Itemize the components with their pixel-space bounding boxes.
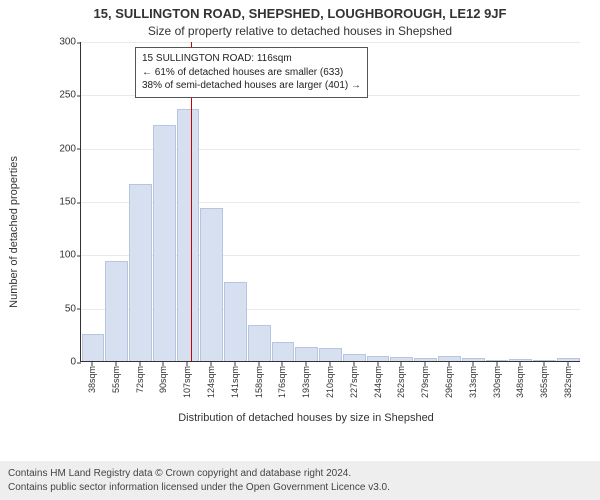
x-tick: 124sqm <box>206 366 216 398</box>
x-tick: 176sqm <box>277 366 287 398</box>
x-tick: 72sqm <box>135 366 145 393</box>
y-tick: 200 <box>46 143 76 154</box>
x-tick: 141sqm <box>230 366 240 398</box>
x-axis: 38sqm 55sqm 72sqm 90sqm 107sqm 124sqm 141sqm 15… <box>80 362 580 408</box>
histogram-bar <box>343 354 366 361</box>
x-tick: 330sqm <box>492 366 502 398</box>
x-tick: 279sqm <box>420 366 430 398</box>
histogram-bar <box>509 359 532 361</box>
histogram-bar <box>414 358 437 361</box>
x-tick: 262sqm <box>396 366 406 398</box>
x-tick: 227sqm <box>349 366 359 398</box>
histogram-bar <box>295 347 318 361</box>
annotation-line: ← 61% of detached houses are smaller (63… <box>142 66 361 80</box>
x-tick: 90sqm <box>158 366 168 393</box>
x-tick: 382sqm <box>563 366 573 398</box>
x-tick: 158sqm <box>254 366 264 398</box>
plot-area: 15 SULLINGTON ROAD: 116sqm← 61% of detac… <box>80 42 580 362</box>
histogram-bar <box>153 125 176 361</box>
histogram-bar <box>557 358 580 361</box>
histogram-bar <box>248 325 271 361</box>
footer-line-1: Contains HM Land Registry data © Crown c… <box>8 467 592 481</box>
page-title: 15, SULLINGTON ROAD, SHEPSHED, LOUGHBORO… <box>0 0 600 21</box>
x-tick: 38sqm <box>87 366 97 393</box>
x-tick: 348sqm <box>515 366 525 398</box>
histogram-bar <box>105 261 128 361</box>
histogram-bar <box>438 356 461 361</box>
histogram-bar <box>486 360 509 361</box>
footer: Contains HM Land Registry data © Crown c… <box>0 461 600 500</box>
histogram-bar <box>319 348 342 361</box>
histogram-bar <box>462 358 485 361</box>
x-tick: 107sqm <box>182 366 192 398</box>
footer-line-2: Contains public sector information licen… <box>8 481 592 495</box>
x-tick: 210sqm <box>325 366 335 398</box>
x-axis-label: Distribution of detached houses by size … <box>178 412 434 424</box>
y-tick: 300 <box>46 37 76 48</box>
y-tick: 250 <box>46 90 76 101</box>
histogram-bar <box>129 184 152 361</box>
histogram-bar <box>272 342 295 361</box>
histogram-bar <box>390 357 413 361</box>
x-tick: 296sqm <box>444 366 454 398</box>
x-tick: 313sqm <box>468 366 478 398</box>
histogram-bar <box>533 360 556 361</box>
histogram-bar <box>224 282 247 361</box>
y-tick: 100 <box>46 250 76 261</box>
histogram-bar <box>200 208 223 361</box>
histogram-bar <box>82 334 105 361</box>
y-tick: 50 <box>46 303 76 314</box>
x-tick: 55sqm <box>111 366 121 393</box>
histogram-chart: Number of detached properties 0501001502… <box>28 42 584 422</box>
annotation-line: 38% of semi-detached houses are larger (… <box>142 79 361 93</box>
x-tick: 365sqm <box>539 366 549 398</box>
x-tick: 244sqm <box>373 366 383 398</box>
y-tick: 0 <box>46 357 76 368</box>
x-tick: 193sqm <box>301 366 311 398</box>
histogram-bar <box>367 356 390 361</box>
y-axis: 050100150200250300 <box>46 42 76 362</box>
annotation-box: 15 SULLINGTON ROAD: 116sqm← 61% of detac… <box>135 47 368 98</box>
y-tick: 150 <box>46 197 76 208</box>
y-axis-label: Number of detached properties <box>8 156 20 308</box>
page-subtitle: Size of property relative to detached ho… <box>0 21 600 42</box>
annotation-line: 15 SULLINGTON ROAD: 116sqm <box>142 52 361 66</box>
histogram-bar <box>177 109 200 361</box>
